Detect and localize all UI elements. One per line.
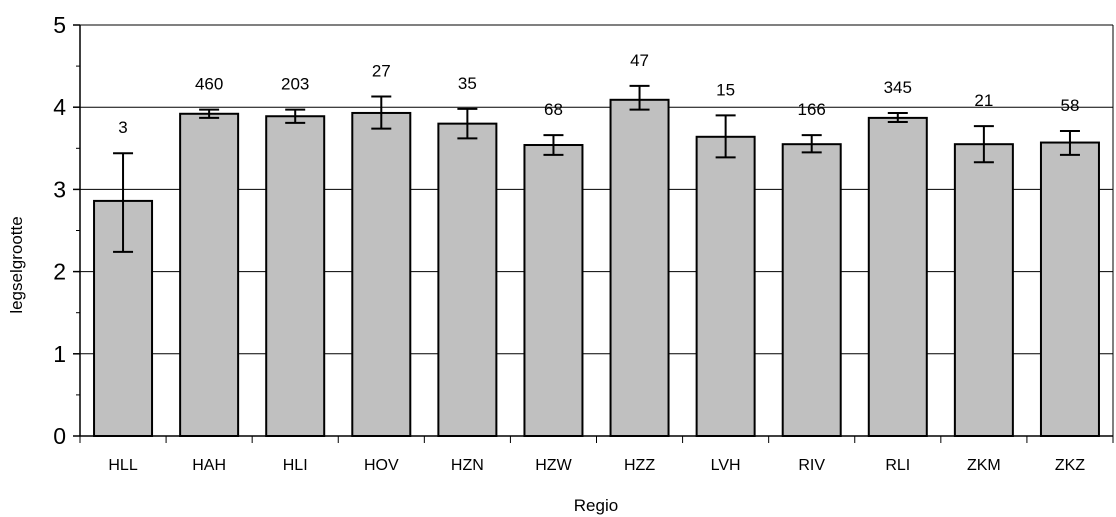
x-tick-label-hzz: HZZ [624, 457, 655, 474]
bars [93, 98, 1100, 438]
bar-riv [781, 143, 842, 437]
y-tick-label: 0 [53, 423, 66, 449]
data-label-riv: 166 [798, 100, 826, 119]
axes [73, 24, 1114, 443]
y-tick-label: 1 [53, 341, 66, 367]
data-label-zkz: 58 [1060, 96, 1079, 115]
bar-hzn [437, 122, 498, 437]
bar-hli [265, 115, 326, 437]
x-tick-label-lvh: LVH [711, 457, 741, 474]
y-axis-title: legselgrootte [7, 216, 26, 313]
bar-hah [179, 112, 240, 437]
data-label-hll: 3 [118, 118, 127, 137]
x-tick-label-hli: HLI [283, 457, 308, 474]
x-tick-label-zkm: ZKM [967, 457, 1001, 474]
x-tick-label-hzn: HZN [451, 457, 484, 474]
y-tick-label: 3 [53, 176, 66, 202]
data-label-hli: 203 [281, 75, 309, 94]
x-tick-label-hzw: HZW [535, 457, 572, 474]
y-tick-label: 5 [53, 12, 66, 38]
data-label-hzn: 35 [458, 74, 477, 93]
x-tick-label-rli: RLI [885, 457, 910, 474]
bar-zkm [953, 143, 1014, 437]
bar-hov [351, 111, 412, 437]
x-tick-label-riv: RIV [798, 457, 825, 474]
data-label-zkm: 21 [974, 91, 993, 110]
data-label-hzw: 68 [544, 100, 563, 119]
data-label-rli: 345 [884, 78, 912, 97]
x-tick-label-zkz: ZKZ [1055, 457, 1085, 474]
gridlines [80, 24, 1114, 436]
data-label-hov: 27 [372, 62, 391, 81]
x-tick-label-hov: HOV [364, 457, 399, 474]
y-tick-label: 4 [53, 94, 66, 120]
data-label-hah: 460 [195, 75, 223, 94]
bar-zkz [1039, 141, 1100, 438]
labels: 3HLL460HAH203HLI27HOV35HZN68HZW47HZZ15LV… [53, 12, 1085, 474]
x-tick-label-hll: HLL [108, 457, 137, 474]
data-label-lvh: 15 [716, 80, 735, 99]
y-tick-label: 2 [53, 259, 66, 285]
x-axis-title: Regio [574, 496, 618, 515]
bar-hzw [523, 144, 584, 437]
bar-rli [867, 116, 928, 438]
bar-lvh [695, 135, 756, 438]
data-label-hzz: 47 [630, 51, 649, 70]
x-tick-label-hah: HAH [192, 457, 226, 474]
error-bars [113, 84, 1080, 253]
bar-hzz [609, 98, 670, 437]
